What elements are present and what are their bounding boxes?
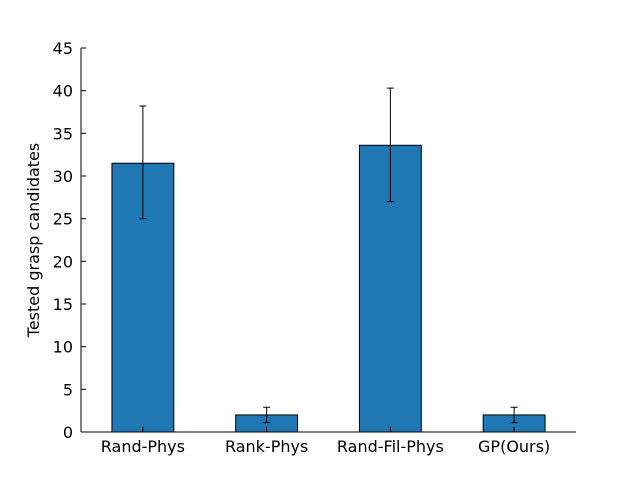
error-bars-layer [139,87,518,424]
axes-layer [80,48,576,433]
y-tick-label: 30 [53,167,73,186]
bars-layer [111,144,546,433]
y-tick-label: 40 [53,82,73,101]
x-tick-label: Rank-Phys [225,437,308,456]
x-tick-label: Rand-Fil-Phys [337,437,444,456]
x-tick-label: GP(Ours) [478,437,550,456]
y-tick-label: 10 [53,338,73,357]
y-tick-label: 25 [53,210,73,229]
x-tick-label: Rand-Phys [101,437,185,456]
error-bar [139,105,147,220]
y-tick-label: 15 [53,295,73,314]
y-tick-label: 45 [53,39,73,58]
y-tick-label: 0 [63,423,73,442]
error-bar [386,87,394,203]
y-axis-label: Tested grasp candidates [24,143,43,338]
ticks-layer: 0 5 10 15 20 25 30 35 40 45 Rand-Phys Rank-Phys Rand… [53,39,551,456]
error-bar [263,406,271,424]
y-tick-label: 35 [53,124,73,143]
y-tick-label: 20 [53,252,73,271]
y-tick-label: 5 [63,380,73,399]
error-bar [510,406,518,424]
